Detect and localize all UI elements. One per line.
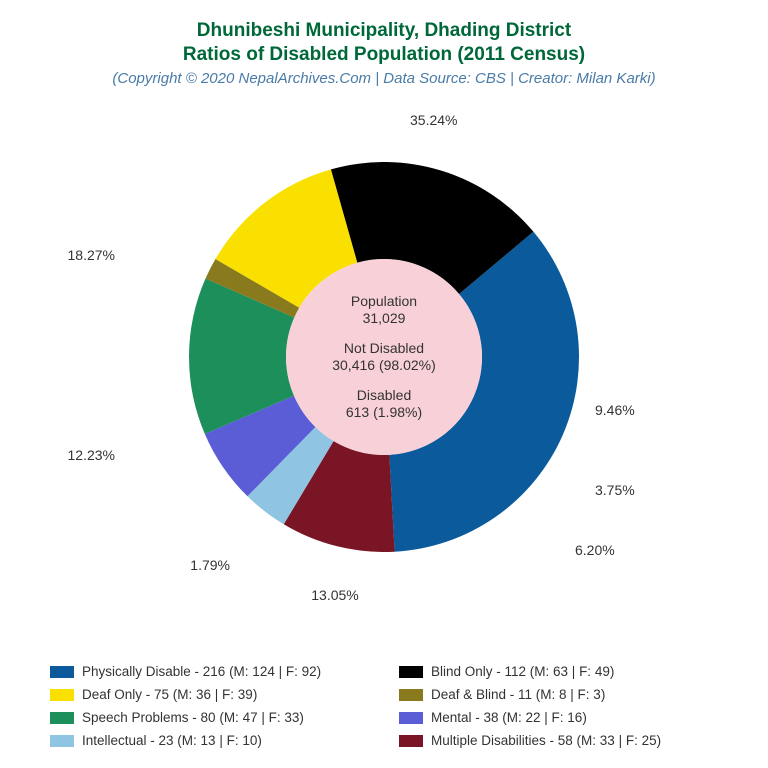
legend-swatch <box>399 712 423 724</box>
legend-item: Deaf & Blind - 11 (M: 8 | F: 3) <box>399 687 718 702</box>
center-notdisabled-value: 30,416 (98.02%) <box>332 357 436 375</box>
legend: Physically Disable - 216 (M: 124 | F: 92… <box>50 664 718 748</box>
center-pop-value: 31,029 <box>351 310 417 328</box>
legend-label: Mental - 38 (M: 22 | F: 16) <box>431 710 587 725</box>
title-line-1: Dhunibeshi Municipality, Dhading Distric… <box>30 20 738 42</box>
chart-container: Dhunibeshi Municipality, Dhading Distric… <box>0 0 768 768</box>
slice-label: 12.23% <box>68 447 115 463</box>
center-pop-label: Population <box>351 293 417 311</box>
slice-label: 1.79% <box>190 557 230 573</box>
legend-swatch <box>50 712 74 724</box>
legend-item: Mental - 38 (M: 22 | F: 16) <box>399 710 718 725</box>
legend-item: Blind Only - 112 (M: 63 | F: 49) <box>399 664 718 679</box>
legend-item: Deaf Only - 75 (M: 36 | F: 39) <box>50 687 369 702</box>
legend-label: Speech Problems - 80 (M: 47 | F: 33) <box>82 710 304 725</box>
legend-label: Deaf Only - 75 (M: 36 | F: 39) <box>82 687 257 702</box>
legend-swatch <box>399 689 423 701</box>
center-notdisabled-label: Not Disabled <box>332 340 436 358</box>
center-disabled-value: 613 (1.98%) <box>346 404 422 422</box>
subtitle: (Copyright © 2020 NepalArchives.Com | Da… <box>30 70 738 87</box>
slice-label: 35.24% <box>410 112 457 128</box>
legend-label: Intellectual - 23 (M: 13 | F: 10) <box>82 733 262 748</box>
donut-chart-area: Population 31,029 Not Disabled 30,416 (9… <box>30 97 738 617</box>
legend-swatch <box>399 735 423 747</box>
legend-item: Multiple Disabilities - 58 (M: 33 | F: 2… <box>399 733 718 748</box>
slice-label: 3.75% <box>595 482 635 498</box>
slice-label: 13.05% <box>311 587 358 603</box>
legend-swatch <box>50 666 74 678</box>
legend-label: Deaf & Blind - 11 (M: 8 | F: 3) <box>431 687 605 702</box>
legend-label: Physically Disable - 216 (M: 124 | F: 92… <box>82 664 321 679</box>
legend-swatch <box>399 666 423 678</box>
legend-label: Blind Only - 112 (M: 63 | F: 49) <box>431 664 614 679</box>
legend-swatch <box>50 735 74 747</box>
legend-item: Speech Problems - 80 (M: 47 | F: 33) <box>50 710 369 725</box>
legend-item: Intellectual - 23 (M: 13 | F: 10) <box>50 733 369 748</box>
legend-item: Physically Disable - 216 (M: 124 | F: 92… <box>50 664 369 679</box>
slice-label: 18.27% <box>68 247 115 263</box>
donut-center: Population 31,029 Not Disabled 30,416 (9… <box>286 259 482 455</box>
slice-label: 6.20% <box>575 542 615 558</box>
legend-label: Multiple Disabilities - 58 (M: 33 | F: 2… <box>431 733 661 748</box>
legend-swatch <box>50 689 74 701</box>
slice-label: 9.46% <box>595 402 635 418</box>
center-disabled-label: Disabled <box>346 387 422 405</box>
title-line-2: Ratios of Disabled Population (2011 Cens… <box>30 44 738 66</box>
